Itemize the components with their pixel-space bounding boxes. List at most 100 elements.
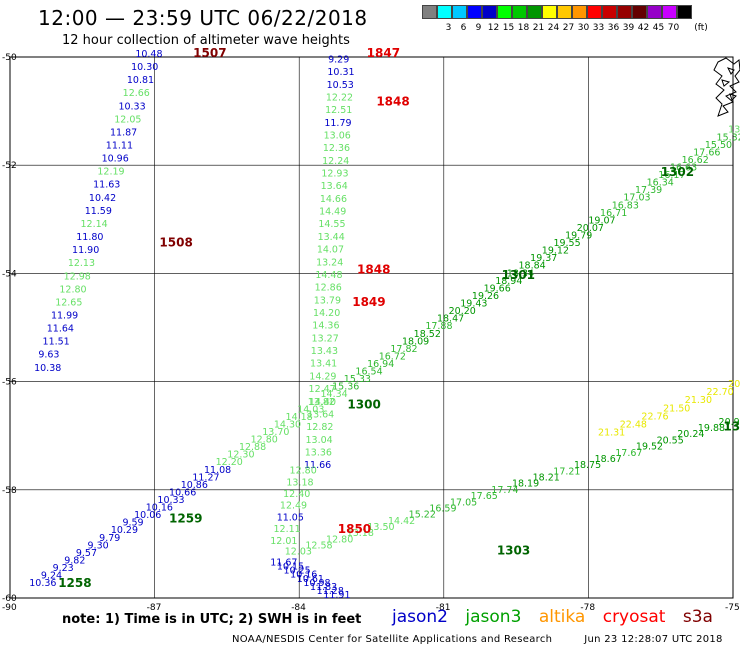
wave-height-value: 19.52 [636, 442, 663, 453]
wave-height-value: 18.94 [495, 276, 522, 287]
wave-height-value: 11.90 [72, 245, 99, 256]
colorbar-label: 6 [460, 23, 467, 33]
wave-height-value: 10.53 [327, 80, 354, 91]
wave-height-value: 14.03 [297, 404, 324, 415]
pass-number-label: 1848 [357, 262, 390, 276]
pass-number-label: 1304 [723, 419, 740, 433]
wave-height-value: 13.27 [312, 333, 339, 344]
colorbar-swatch [467, 5, 482, 19]
wave-height-value: 9.63 [38, 350, 59, 361]
wave-height-value: 12.13 [68, 258, 95, 269]
wave-height-value: 20.07 [577, 223, 604, 234]
wave-height-value: 19.07 [588, 215, 615, 226]
lat-tick-label: -50 [2, 53, 17, 63]
wave-height-value: 15.33 [344, 374, 371, 385]
wave-height-value: 9.82 [64, 555, 85, 566]
wave-height-value: 14.48 [315, 270, 342, 281]
wave-height-value: 10.06 [134, 510, 161, 521]
track-jason2: 10.48 10.30 10.81 12.66 10.33 12.05 11.87 11.11… [34, 46, 226, 374]
legend-jason2: jason2 [392, 607, 448, 627]
colorbar-swatch [422, 5, 437, 19]
wave-height-value: 12.24 [322, 156, 349, 167]
wave-height-value: 18.34 [507, 268, 534, 279]
wave-height-value: 16.17 [658, 170, 685, 181]
wave-height-value: 12.80 [251, 435, 278, 446]
wave-height-value: 14.20 [313, 308, 340, 319]
wave-height-value: 12.03 [285, 547, 312, 558]
pass-number-label: 1302 [661, 165, 694, 179]
wave-height-value: 15.22 [409, 510, 436, 521]
lat-lon-grid: -50 -52 -54 -56 -58 -60-90 -87 -84 -81 -78 -75 [2, 53, 740, 613]
colorbar-swatch [512, 5, 527, 19]
track-jason2: 11.6710.1510.2510.1610.6110.9811.8311.28… [270, 558, 350, 601]
colorbar-swatch [632, 5, 647, 19]
wave-height-value: 12.14 [80, 219, 107, 230]
wave-height-value: 15.50 [705, 140, 732, 151]
wave-height-value: 12.66 [123, 88, 150, 99]
wave-height-value: 19.79 [565, 231, 592, 242]
wave-height-value: 11.08 [204, 465, 231, 476]
wave-height-value: 18.09 [402, 336, 429, 347]
wave-height-value: 11.79 [324, 118, 351, 129]
wave-height-value: 13.36 [305, 447, 332, 458]
wave-height-value: 10.61 [297, 574, 324, 585]
wave-height-value: 11.83 [310, 582, 337, 593]
wave-height-value: 11.99 [51, 310, 78, 321]
wave-height-value: 17.21 [553, 466, 580, 477]
colorbar-label: 70 [667, 23, 680, 33]
wave-height-value: 11.59 [85, 206, 112, 217]
wave-height-value: 19.37 [530, 253, 557, 264]
wave-height-value: 22.48 [620, 420, 647, 431]
wave-height-value: 13.24 [316, 257, 343, 268]
colorbar-label: 36 [607, 23, 620, 33]
wave-height-value: 18.75 [574, 460, 601, 471]
legend-altika: altika [538, 607, 586, 627]
wave-height-value: 11.11 [106, 141, 133, 152]
wave-height-value: 20.24 [677, 429, 704, 440]
wave-height-value: 14.29 [309, 371, 336, 382]
wave-height-value: 16.54 [355, 367, 382, 378]
colorbar-label: 39 [622, 23, 635, 33]
wave-height-value: 10.38 [34, 363, 61, 374]
map-title: 12:00 — 23:59 UTC 06/22/2018 [38, 6, 368, 30]
lat-tick-label: -52 [2, 161, 17, 171]
wave-height-value: 12.20 [216, 457, 243, 468]
colorbar-label: 45 [652, 23, 665, 33]
wave-height-value: 12.01 [270, 536, 297, 547]
lat-tick-label: -54 [2, 269, 17, 279]
wave-height-value: 15.32 [717, 132, 740, 143]
pass-number-label: 1848 [376, 95, 409, 109]
legend-s3a: s3a [682, 607, 713, 627]
wave-height-value: 19.55 [553, 238, 580, 249]
wave-height-value: 14.34 [320, 389, 347, 400]
wave-height-value: 11.67 [270, 558, 297, 569]
wave-height-value: 18.47 [437, 314, 464, 325]
wave-height-value: 18.84 [519, 261, 546, 272]
wave-height-value: 13.21 [728, 125, 740, 136]
wave-height-value: 13.43 [311, 346, 338, 357]
wave-height-value: 17.88 [425, 321, 452, 332]
colorbar-label: 9 [475, 23, 482, 33]
wave-height-value: 12.11 [273, 524, 300, 535]
pass-number-label: 1300 [347, 398, 380, 412]
wave-height-value: 20.44 [728, 379, 740, 390]
wave-height-value: 10.33 [118, 101, 145, 112]
wave-height-value: 10.86 [181, 480, 208, 491]
wave-height-value: 12.40 [283, 489, 310, 500]
wave-height-value: 10.30 [131, 62, 158, 73]
wave-height-value: 16.83 [612, 200, 639, 211]
wave-height-value: 10.96 [102, 154, 129, 165]
colorbar-swatch [572, 5, 587, 19]
wave-height-value: 17.82 [390, 344, 417, 355]
wave-height-value: 21.30 [685, 395, 712, 406]
lat-tick-label: -56 [2, 378, 17, 388]
wave-height-value: 10.29 [111, 525, 138, 536]
wave-height-value: 9.24 [41, 571, 62, 582]
wave-height-value: 12.98 [64, 271, 91, 282]
wave-height-value: 10.15 [277, 562, 304, 573]
wave-height-value: 14.07 [317, 245, 344, 256]
map-subtitle: 12 hour collection of altimeter wave hei… [62, 33, 350, 48]
wave-height-value: 12.19 [97, 167, 124, 178]
lat-tick-label: -58 [2, 486, 17, 496]
wave-height-value: 16.62 [682, 155, 709, 166]
